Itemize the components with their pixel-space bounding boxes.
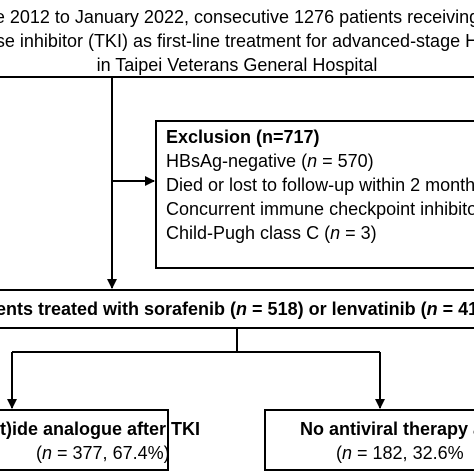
exclusion-item-checkpoint: Concurrent immune checkpoint inhibito <box>166 199 474 219</box>
exclusion-item-child-pugh: Child-Pugh class C (n = 3) <box>166 223 377 243</box>
exclusion-item-hbsag: HBsAg-negative (n = 570) <box>166 151 374 171</box>
left-box <box>0 409 169 471</box>
right-box-stat: (n = 182, 32.6% <box>336 443 464 463</box>
left-box-stat: (n = 377, 67.4%) <box>36 443 170 463</box>
right-box-title: No antiviral therapy a <box>300 419 474 439</box>
right-box <box>264 409 474 471</box>
top-box-line-2: se inhibitor (TKI) as first-line treatme… <box>0 31 474 51</box>
exclusion-title: Exclusion (n=717) <box>166 127 320 147</box>
exclusion-box <box>155 120 474 269</box>
middle-box-text: ents treated with sorafenib (n = 518) or… <box>0 299 474 319</box>
top-box <box>0 76 474 78</box>
left-box-title: (t)ide analogue after TKI <box>0 419 201 439</box>
top-box-line-3: in Taipei Veterans General Hospital <box>96 55 378 75</box>
exclusion-item-died: Died or lost to follow-up within 2 month <box>166 175 474 195</box>
top-box-line-1: e 2012 to January 2022, consecutive 1276… <box>0 7 474 27</box>
